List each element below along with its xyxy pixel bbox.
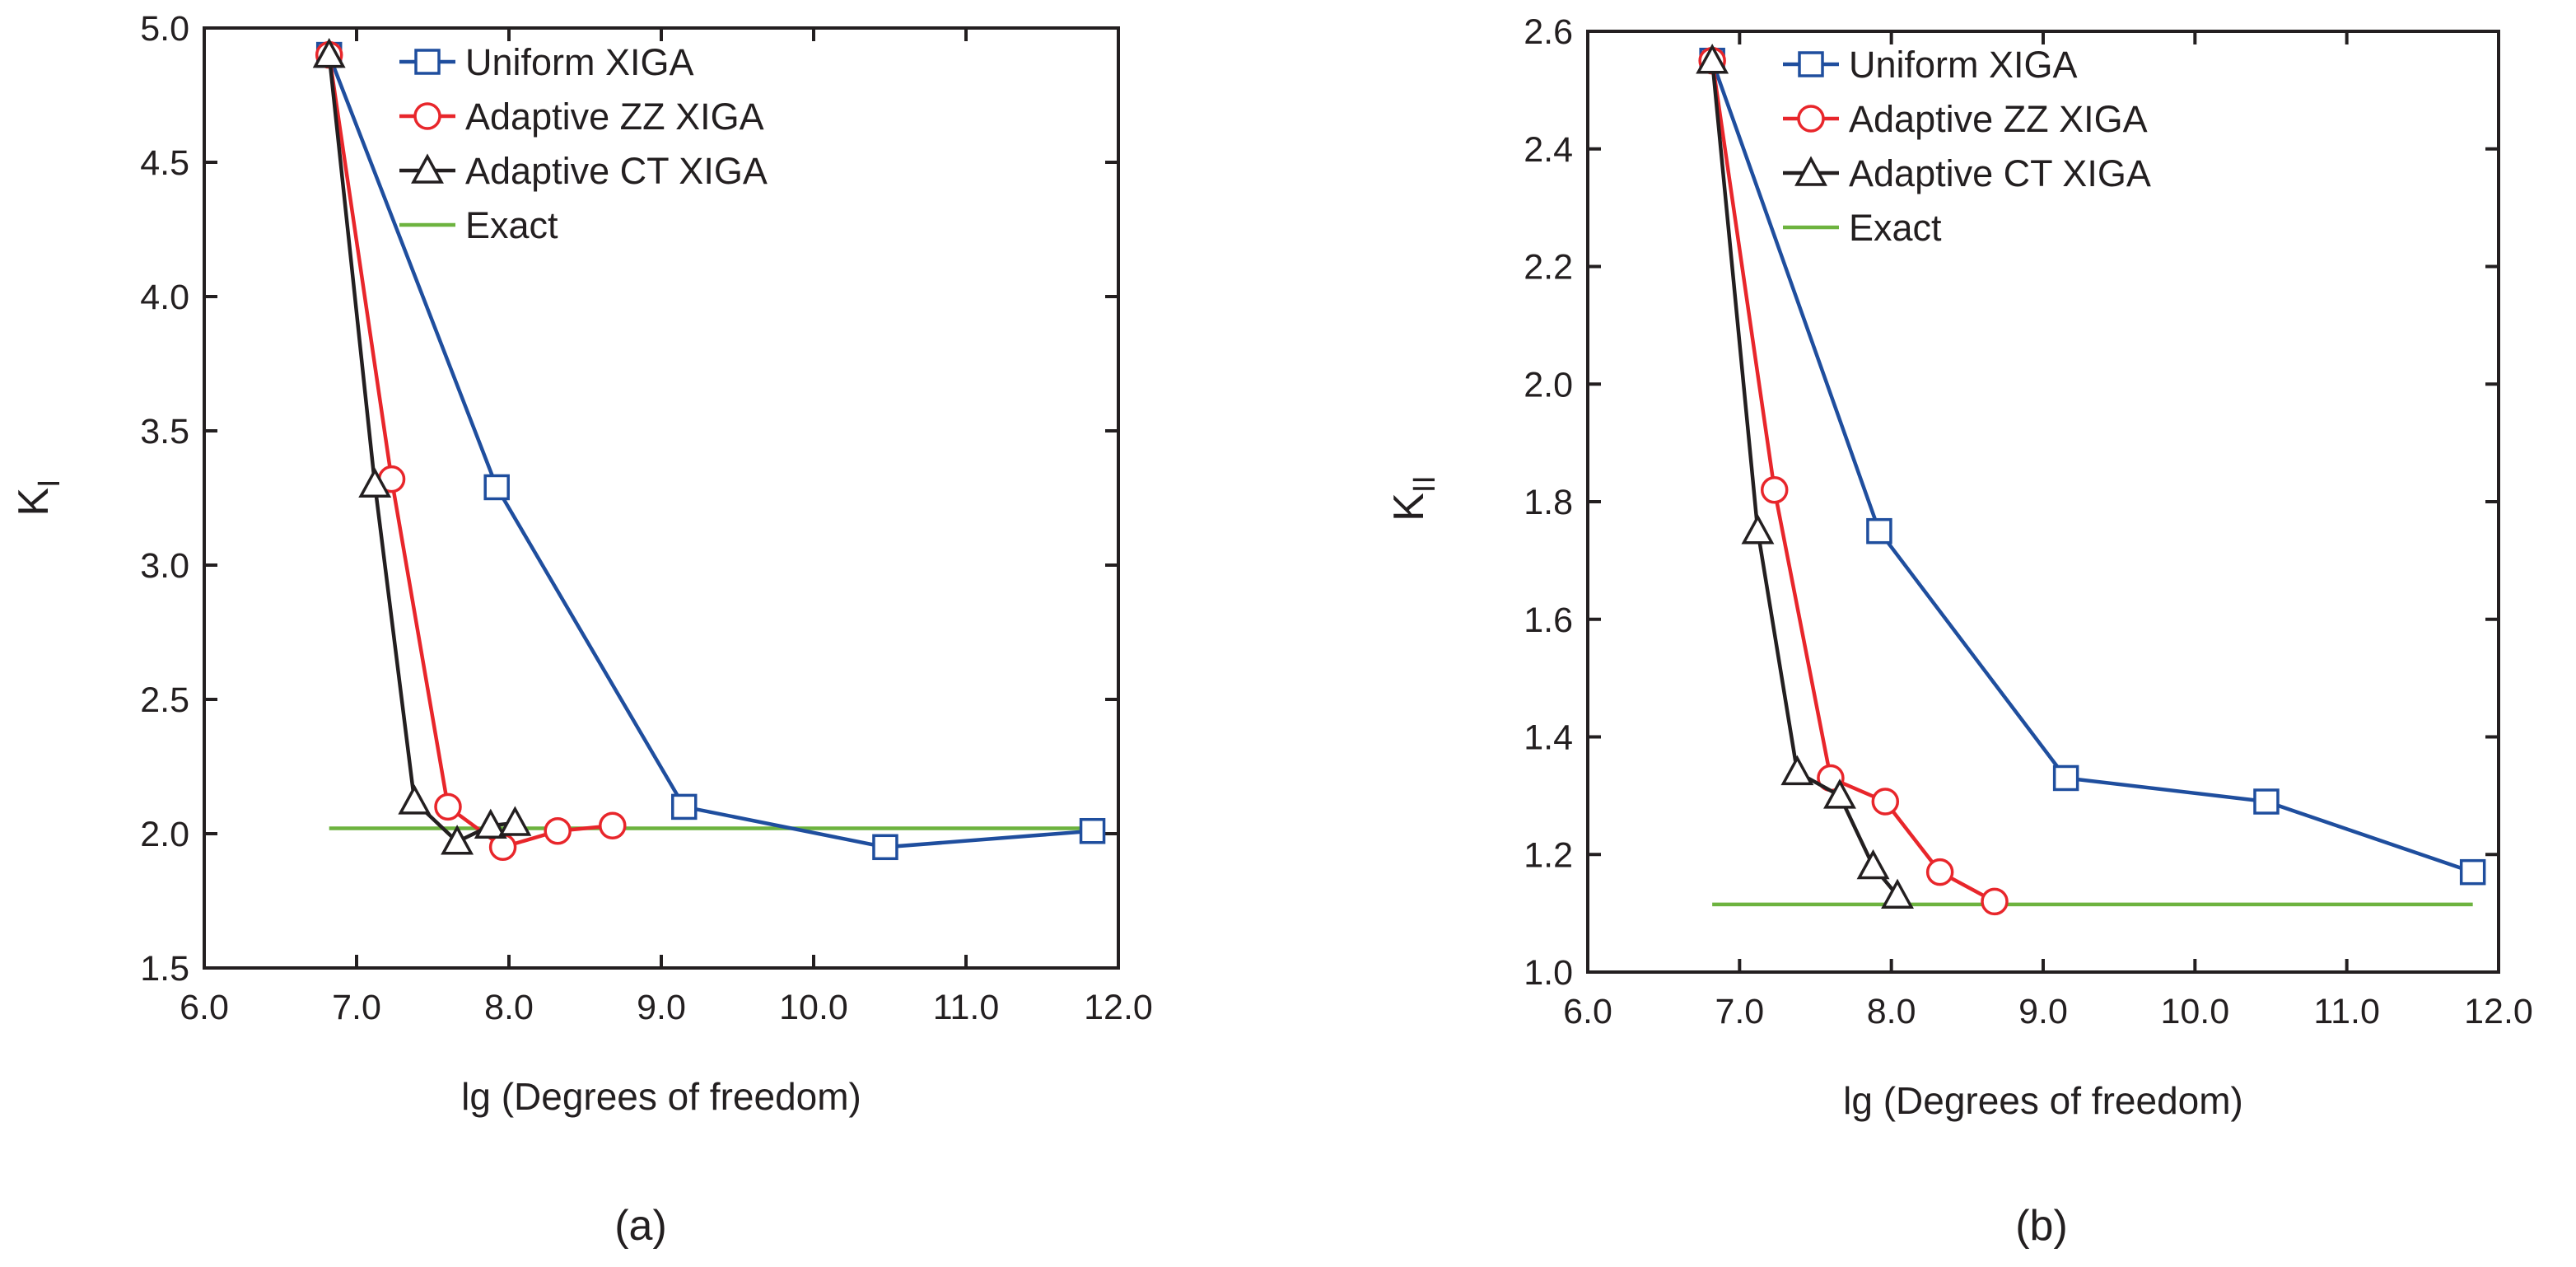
y-axis-label-subscript: I <box>32 479 67 488</box>
series-uniform-xiga <box>315 41 1106 861</box>
data-point-triangle <box>498 806 532 836</box>
panel-caption: (a) <box>614 1202 667 1250</box>
data-point-circle <box>1797 105 1825 133</box>
x-axis-label: lg (Degrees of freedom) <box>461 1075 861 1118</box>
legend-entry: Uniform XIGA <box>399 41 694 83</box>
x-tick-label: 8.0 <box>484 988 534 1027</box>
chart-panel-b: 6.0 7.0 8.0 9.0 10.0 11.0 12.0 1.0 1.2 1.4 1.6 1.8 2… <box>1385 12 2533 1250</box>
data-point-triangle <box>441 825 474 855</box>
series-uniform-xiga <box>1699 47 2486 886</box>
legend-label: Adaptive CT XIGA <box>1849 152 2151 194</box>
legend-entry: Uniform XIGA <box>1783 44 2078 86</box>
y-tick-label: 2.5 <box>140 680 189 720</box>
data-point-triangle <box>1881 878 1914 909</box>
data-point-triangle <box>1794 156 1827 186</box>
data-point-triangle <box>1741 514 1775 545</box>
x-tick-label: 10.0 <box>779 988 848 1027</box>
data-point-square <box>2253 788 2280 815</box>
data-point-circle <box>1760 475 1789 504</box>
data-point-triangle <box>474 808 507 839</box>
x-axis-label: lg (Degrees of freedom) <box>1843 1079 2243 1122</box>
series-adaptive-ct-xiga <box>312 37 532 855</box>
y-tick-label: 4.5 <box>140 143 189 183</box>
data-point-triangle <box>358 467 392 498</box>
y-tick-label: 1.8 <box>1524 483 1573 522</box>
y-tick-label: 2.0 <box>1524 365 1573 404</box>
legend: Uniform XIGA Adaptive ZZ XIGA Adaptive CT … <box>399 41 768 246</box>
series-adaptive-ct-xiga <box>1696 44 1914 909</box>
x-tick-label: 10.0 <box>2160 992 2229 1031</box>
y-tick-label: 1.5 <box>140 949 189 989</box>
data-point-circle <box>1925 858 1954 886</box>
data-point-square <box>1079 817 1106 844</box>
y-tick-label: 1.6 <box>1524 601 1573 640</box>
data-point-triangle <box>1823 778 1856 809</box>
x-tick-label: 9.0 <box>637 988 686 1027</box>
data-point-circle <box>599 811 627 839</box>
y-tick-label: 1.4 <box>1524 718 1573 758</box>
y-tick-label: 5.0 <box>140 9 189 49</box>
data-point-square <box>414 49 441 75</box>
data-point-circle <box>1981 887 2009 916</box>
legend-label: Uniform XIGA <box>465 41 694 83</box>
legend-entry: Exact <box>399 204 558 246</box>
y-tick-label: 2.0 <box>140 815 189 854</box>
data-point-triangle <box>312 37 346 68</box>
legend-label: Exact <box>465 204 558 246</box>
data-point-triangle <box>411 153 444 184</box>
y-axis-label-subscript: II <box>1407 475 1442 493</box>
legend-label: Adaptive ZZ XIGA <box>1849 98 2148 140</box>
x-tick-label: 12.0 <box>1084 988 1153 1027</box>
y-tick-label: 4.0 <box>140 278 189 317</box>
x-tick-label: 11.0 <box>2313 992 2380 1031</box>
y-tick-label: 2.4 <box>1524 130 1573 170</box>
y-tick-label: 2.6 <box>1524 12 1573 52</box>
x-tick-label: 6.0 <box>180 988 229 1027</box>
x-tick-label: 7.0 <box>332 988 381 1027</box>
legend-label: Adaptive CT XIGA <box>465 150 768 192</box>
y-tick-label: 3.5 <box>140 412 189 451</box>
x-tick-label: 8.0 <box>1867 992 1916 1031</box>
y-axis-label-main: K <box>10 488 58 517</box>
data-point-circle <box>434 792 462 821</box>
chart-panel-a: 6.0 7.0 8.0 9.0 10.0 11.0 12.0 1.5 2.0 2.5 3.0 3.5 4… <box>10 9 1153 1250</box>
legend: Uniform XIGA Adaptive ZZ XIGA Adaptive CT … <box>1783 44 2151 249</box>
data-point-circle <box>1871 788 1900 816</box>
y-axis-label-main: K <box>1385 493 1433 521</box>
legend-entry: Adaptive ZZ XIGA <box>1783 98 2148 140</box>
x-tick-label: 6.0 <box>1563 992 1612 1031</box>
legend-label: Adaptive ZZ XIGA <box>465 96 764 138</box>
data-point-square <box>2459 858 2486 886</box>
data-point-triangle <box>1696 44 1729 74</box>
x-tick-label: 7.0 <box>1715 992 1764 1031</box>
data-point-square <box>671 793 698 821</box>
data-point-circle <box>544 816 572 845</box>
x-tick-label: 12.0 <box>2464 992 2533 1031</box>
legend-entry: Adaptive ZZ XIGA <box>399 96 764 138</box>
y-tick-label: 1.0 <box>1524 953 1573 993</box>
x-tick-label: 9.0 <box>2018 992 2068 1031</box>
data-point-square <box>1866 517 1892 545</box>
data-point-square <box>872 834 898 861</box>
panel-caption: (b) <box>2015 1202 2068 1250</box>
x-tick-label: 11.0 <box>933 988 1000 1027</box>
y-axis-label: KII <box>1385 475 1442 521</box>
data-point-square <box>1798 51 1824 77</box>
legend-entry: Adaptive CT XIGA <box>399 150 768 192</box>
y-tick-label: 2.2 <box>1524 248 1573 288</box>
data-point-circle <box>413 102 441 130</box>
y-tick-label: 1.2 <box>1524 835 1573 875</box>
y-axis-label: KI <box>10 479 67 516</box>
legend-entry: Exact <box>1783 207 1942 249</box>
legend-label: Exact <box>1849 207 1942 249</box>
data-point-square <box>2052 764 2079 792</box>
data-point-triangle <box>1780 755 1814 786</box>
legend-entry: Adaptive CT XIGA <box>1783 152 2151 194</box>
legend-label: Uniform XIGA <box>1849 44 2078 86</box>
y-tick-label: 3.0 <box>140 546 189 586</box>
data-point-square <box>483 474 510 501</box>
data-point-triangle <box>1856 849 1890 880</box>
data-point-triangle <box>398 784 432 815</box>
